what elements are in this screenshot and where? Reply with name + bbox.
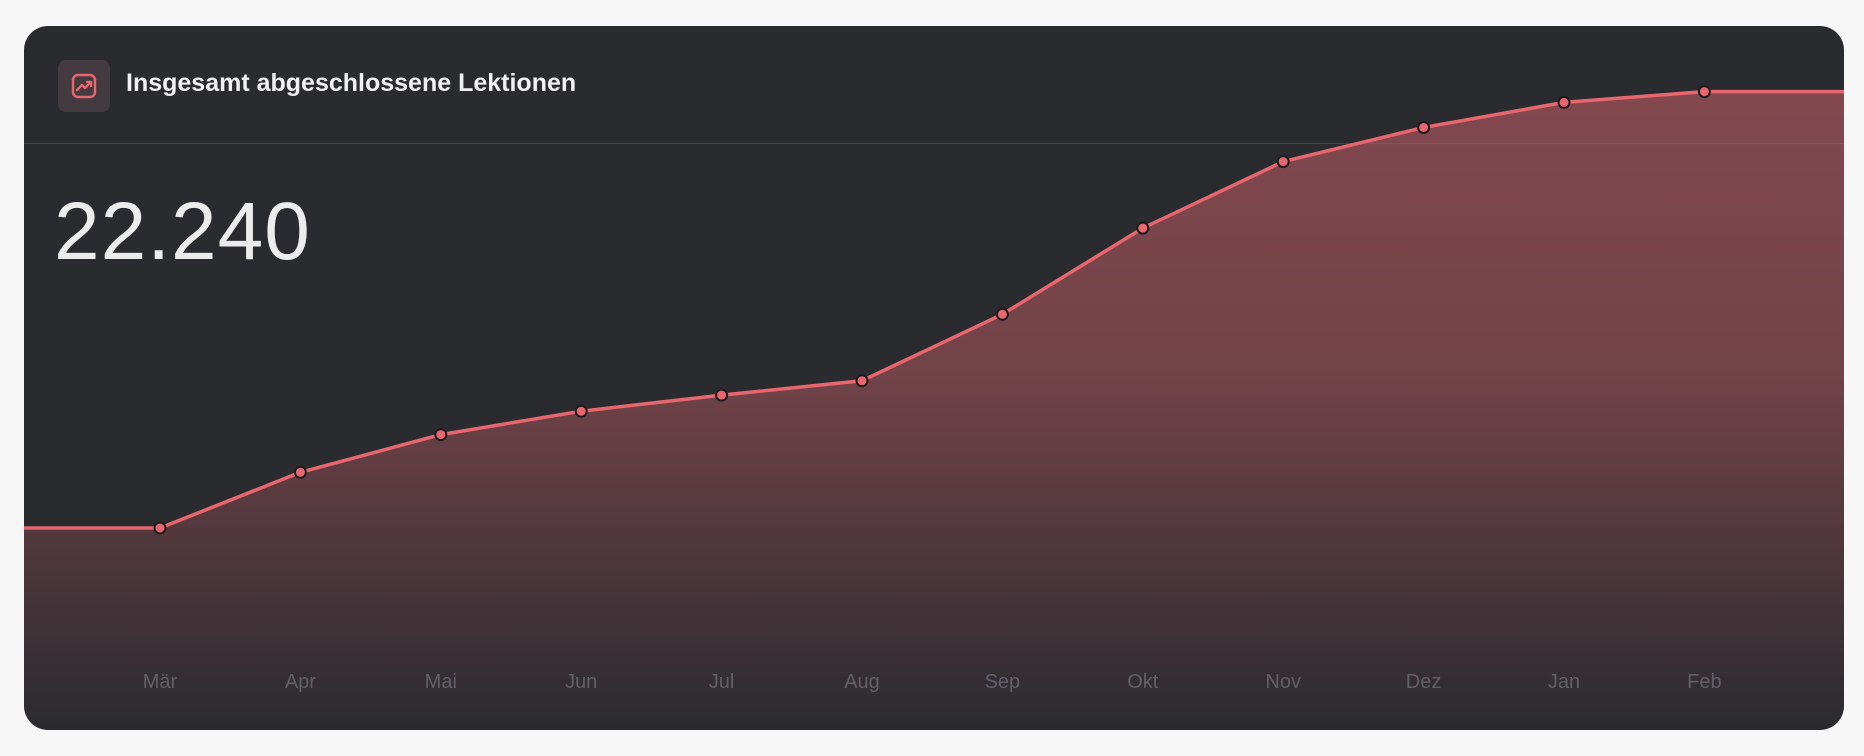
chart-icon-container xyxy=(58,60,110,112)
data-point-sep[interactable] xyxy=(995,307,1009,321)
data-point-okt[interactable] xyxy=(1136,221,1150,235)
data-point-jan[interactable] xyxy=(1557,95,1571,109)
data-point-mär[interactable] xyxy=(153,521,167,535)
trend-up-chart-icon xyxy=(71,73,97,99)
data-point-nov[interactable] xyxy=(1276,155,1290,169)
data-point-aug[interactable] xyxy=(855,374,869,388)
data-point-jun[interactable] xyxy=(574,404,588,418)
chart-card: Insgesamt abgeschlossene Lektionen Mär Ap… xyxy=(24,26,1844,730)
x-tick-label: Aug xyxy=(844,671,880,693)
series-area xyxy=(24,91,1844,730)
data-point-dez[interactable] xyxy=(1417,121,1431,134)
data-point-mai[interactable] xyxy=(434,428,448,442)
x-tick-label: Jan xyxy=(1548,671,1580,693)
area-chart: Mär Apr Mai Jun Jul Aug Sep Okt Nov Dez Jan Feb xyxy=(24,85,1844,730)
total-value: 22.240 xyxy=(54,186,311,277)
x-tick-label: Jun xyxy=(565,671,597,693)
series-line xyxy=(24,89,1844,530)
x-tick-label: Apr xyxy=(285,671,316,693)
x-tick-label: Sep xyxy=(985,671,1021,693)
x-tick-label: Feb xyxy=(1687,671,1721,693)
card-header: Insgesamt abgeschlossene Lektionen xyxy=(24,26,1844,144)
x-tick-label: Dez xyxy=(1406,671,1442,693)
x-tick-label: Mär xyxy=(143,671,178,693)
data-point-jul[interactable] xyxy=(715,388,729,402)
x-tick-label: Nov xyxy=(1265,671,1301,693)
data-point-feb[interactable] xyxy=(1697,85,1711,99)
x-tick-label: Jul xyxy=(709,671,735,693)
x-tick-label: Okt xyxy=(1127,671,1159,693)
data-point-apr[interactable] xyxy=(293,465,307,479)
x-tick-label: Mai xyxy=(425,671,457,693)
card-title: Insgesamt abgeschlossene Lektionen xyxy=(126,69,577,97)
